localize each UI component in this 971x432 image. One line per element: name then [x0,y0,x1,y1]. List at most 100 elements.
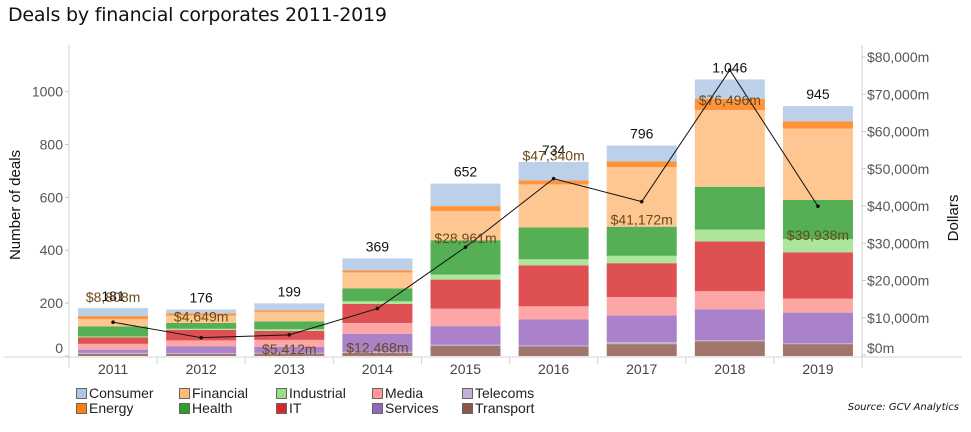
dollars-point [551,176,556,181]
x-tick-label: 2014 [362,361,393,377]
bar-segment-it-2017 [606,263,677,298]
dollar-label: $12,468m [346,340,408,356]
bar-segment-industrial-2017 [606,255,677,264]
dollar-label: $47,340m [522,148,584,164]
dollars-point [111,320,115,324]
y2-tick-label: $10,000m [867,310,929,326]
bar-segment-telecoms-2013 [254,352,325,354]
legend-item-consumer[interactable]: Consumer [76,386,179,401]
bar-segment-industrial-2019 [782,239,853,253]
bar-segment-services-2017 [606,315,677,342]
bar-segment-industrial-2018 [694,229,765,242]
x-tick-label: 2016 [538,361,569,377]
total-label: 734 [542,142,566,158]
dollar-label: $76,496m [699,92,761,108]
bar-segment-energy-2016 [518,180,589,185]
bar-segment-industrial-2015 [430,274,501,280]
y-tick-label: 400 [40,242,64,258]
bar-segment-it-2011 [78,337,149,344]
bar-segment-transport-2017 [606,344,677,356]
legend-item-health[interactable]: Health [179,401,276,416]
bar-segment-transport-2019 [782,344,853,356]
total-label: 176 [189,289,213,305]
dollar-label: $4,649m [174,309,228,325]
x-tick-label: 2019 [802,361,833,377]
bar-segment-services-2016 [518,319,589,346]
bar-segment-consumer-2016 [518,161,589,181]
legend-item-telecoms[interactable]: Telecoms [462,386,562,401]
dollar-label: $5,412m [262,341,316,357]
bar-segment-services-2012 [166,346,237,354]
bar-segment-health-2011 [78,326,149,337]
bar-segment-industrial-2013 [254,329,325,331]
bar-segment-health-2017 [606,226,677,256]
bar-segment-transport-2014 [342,352,413,356]
legend-label: Media [385,385,424,401]
y2-tick-label: $70,000m [867,86,929,102]
legend-swatch [276,388,287,399]
bar-segment-telecoms-2016 [518,345,589,347]
bar-segment-telecoms-2019 [782,343,853,345]
x-tick-label: 2017 [626,361,657,377]
legend-item-transport[interactable]: Transport [462,401,562,416]
bar-segment-telecoms-2012 [166,353,237,354]
legend-swatch [462,388,473,399]
bar-segment-transport-2013 [254,353,325,356]
dollars-point [816,204,820,209]
bar-segment-consumer-2013 [254,303,325,311]
legend-swatch [372,388,383,399]
bar-segment-financial-2016 [518,184,589,228]
legend-label: IT [289,400,302,416]
bar-segment-services-2018 [694,309,765,341]
total-label: 199 [278,283,302,299]
dollar-label: $41,172m [611,212,673,228]
y-tick-label: 600 [40,189,64,205]
bar-segment-industrial-2012 [166,328,237,330]
bar-segment-media-2015 [430,308,501,327]
legend-swatch [179,403,190,414]
legend-item-it[interactable]: IT [276,401,372,416]
bar-segment-consumer-2015 [430,183,501,207]
legend-item-energy[interactable]: Energy [76,401,179,416]
legend-label: Telecoms [475,385,535,401]
bar-segment-media-2013 [254,339,325,347]
bar-segment-energy-2012 [166,313,237,316]
legend-swatch [462,403,473,414]
bar-segment-consumer-2014 [342,258,413,271]
legend-label: Consumer [89,385,154,401]
dollars-point [728,68,732,72]
bar-segment-services-2013 [254,346,325,353]
bar-segment-industrial-2011 [78,336,149,338]
total-label: 652 [454,164,478,180]
legend-item-media[interactable]: Media [372,386,462,401]
bar-segment-consumer-2011 [78,308,149,317]
bar-segment-energy-2014 [342,270,413,273]
dollars-point [287,333,292,337]
legend-swatch [76,388,87,399]
bar-segment-energy-2015 [430,206,501,212]
x-tick-label: 2013 [274,361,305,377]
y-tick-label: 800 [40,136,64,152]
bar-segment-industrial-2014 [342,301,413,304]
bar-segment-health-2018 [694,186,765,230]
dollars-point [463,245,468,249]
bar-segment-media-2018 [694,291,765,310]
legend-item-industrial[interactable]: Industrial [276,386,372,401]
bar-segment-media-2011 [78,343,149,350]
bar-segment-transport-2018 [694,341,765,356]
bar-segment-services-2015 [430,326,501,345]
bar-segment-transport-2012 [166,353,237,356]
total-label: 1,046 [712,59,747,75]
legend-swatch [76,403,87,414]
bar-segment-energy-2019 [782,121,853,129]
x-tick-label: 2011 [98,361,128,377]
legend-item-services[interactable]: Services [372,401,462,416]
bar-segment-it-2018 [694,241,765,292]
bar-segment-services-2011 [78,349,149,353]
x-tick-label: 2015 [450,361,481,377]
y2-tick-label: $0m [867,340,894,356]
total-label: 369 [366,238,390,254]
bar-segment-health-2016 [518,227,589,260]
legend-item-financial[interactable]: Financial [179,386,276,401]
